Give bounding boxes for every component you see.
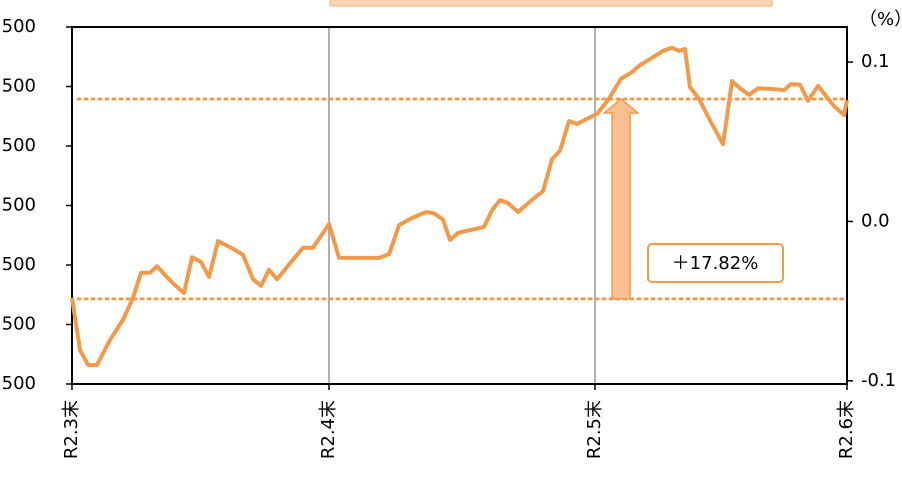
x-tick-label: R2.3末 [61,400,82,459]
y-tick-label: 500 [2,195,36,216]
header-box [329,0,773,7]
x-tick-label: R2.6末 [836,400,857,459]
y-tick-label: 500 [2,16,36,37]
y-tick-label: 500 [2,135,36,156]
y2-tick-label: 0.0 [861,210,890,231]
y2-axis-label: （%） [859,9,902,30]
annotation-box [647,243,784,283]
y-tick-label: 500 [2,314,36,335]
data-line [70,45,849,367]
y2-tick-label: 0.1 [861,51,890,72]
y2-tick-label: -0.1 [861,370,896,391]
y-tick-label: 500 [2,76,36,97]
increase-arrow [601,98,641,300]
x-tick-label: R2.4末 [318,400,339,459]
y-tick-label: 500 [2,373,36,394]
annotation: ＋17.82% [672,253,759,274]
y-tick-label: 500 [2,254,36,275]
x-tick-label: R2.5末 [584,400,605,459]
